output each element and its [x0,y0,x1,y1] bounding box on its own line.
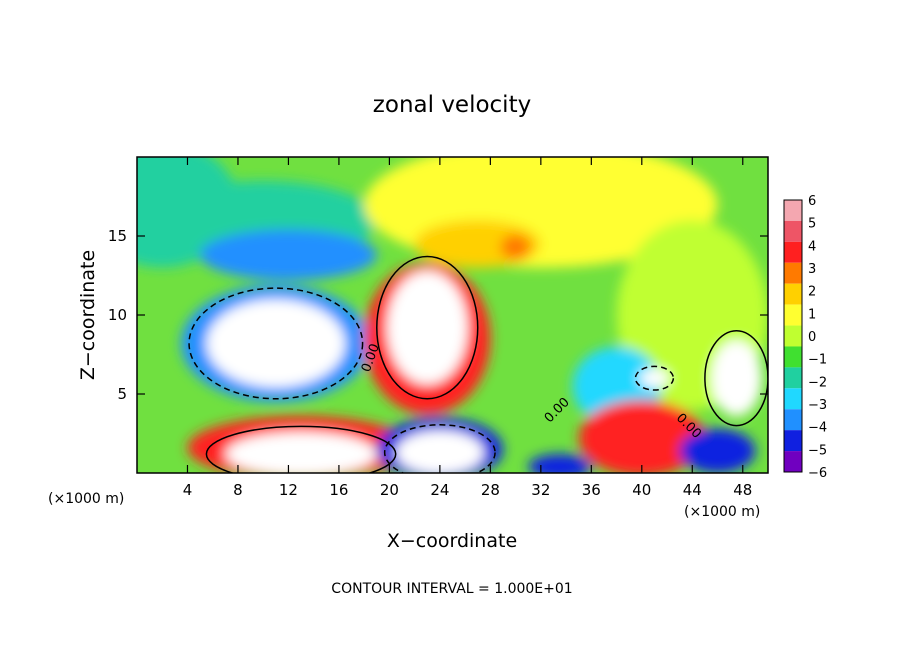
colorbar-label: 6 [808,194,816,209]
contour-line-8 [188,287,364,400]
x-tick-label: 24 [430,481,449,499]
x-unit-right: (×1000 m) [684,504,760,520]
contour-line-12 [205,425,397,473]
field-region-5 [500,234,531,260]
field-region-12 [225,431,377,473]
field-region-20 [528,454,592,473]
colorbar-swatch [784,220,802,242]
colorbar-frame [783,199,803,473]
colorbar-label: −5 [808,443,827,458]
colorbar-label: −1 [808,353,827,368]
x-tick-label: 32 [531,481,550,499]
colorbar-swatch [784,325,802,347]
colorbar-swatch [784,430,802,452]
x-axis-label: X−coordinate [387,530,517,552]
field-region-17 [578,400,705,473]
colorbar-label: −6 [808,466,827,481]
colorbar-label: 3 [808,262,816,277]
contour-line-19 [704,330,768,427]
colorbar-swatch [784,346,802,368]
colorbar-swatch [784,367,802,389]
field-region-8 [206,299,346,388]
colorbar-swatch [784,388,802,410]
contour-interval-note: CONTOUR INTERVAL = 1.000E+01 [331,581,572,597]
field-region-2 [200,229,377,281]
colorbar-label: 4 [808,239,816,254]
chart-title: zonal velocity [373,92,531,118]
colorbar-label: 2 [808,285,816,300]
x-tick-label: 44 [683,481,702,499]
x-tick-label: 28 [481,481,500,499]
field-region-19 [711,340,762,417]
colorbar-swatch [784,409,802,431]
field-region-16 [639,368,670,388]
x-tick-label: 48 [733,481,752,499]
x-unit-left: (×1000 m) [48,491,124,507]
y-tick-label: 5 [117,385,127,403]
colorbar-label: −4 [808,421,827,436]
field-region-14 [395,430,485,473]
colorbar-swatch [784,241,802,263]
colorbar-label: −2 [808,375,827,390]
colorbar-swatch [784,262,802,284]
field-region-18 [679,428,756,473]
colorbar-swatch [784,200,802,221]
x-tick-label: 20 [380,481,399,499]
y-tick-label: 10 [108,306,127,324]
field-region-10 [386,270,468,385]
x-tick-label: 4 [183,481,193,499]
contour-line-10 [376,255,479,400]
x-tick-label: 16 [329,481,348,499]
colorbar-label: 5 [808,217,816,232]
colorbar-swatch [784,304,802,326]
plot-area [137,157,768,473]
y-axis-label: Z−coordinate [77,250,99,380]
x-tick-label: 36 [582,481,601,499]
colorbar-label: 1 [808,307,816,322]
colorbar-label: 0 [808,330,816,345]
contour-line-14 [383,424,496,473]
colorbar-swatch [784,283,802,305]
x-tick-label: 12 [279,481,298,499]
colorbar-label: −3 [808,398,827,413]
x-tick-label: 40 [632,481,651,499]
x-tick-label: 8 [233,481,243,499]
contour-line-16 [634,365,675,391]
y-tick-label: 15 [108,227,127,245]
colorbar-swatch [784,451,802,472]
